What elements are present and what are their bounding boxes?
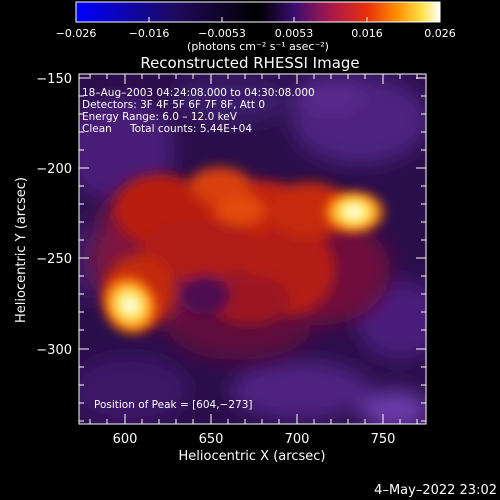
y-axis-label: Heliocentric Y (arcsec) xyxy=(14,177,29,323)
colorbar-gradient xyxy=(75,1,441,23)
timestamp: 4–May–2022 23:02 xyxy=(374,483,497,498)
plot-title: Reconstructed RHESSI Image xyxy=(140,54,359,72)
info-time-range: 18–Aug–2003 04:24:08.000 to 04:30:08.000 xyxy=(82,87,315,99)
x-tick-label: 600 xyxy=(113,432,138,447)
peak-position: Position of Peak = [604,−273] xyxy=(94,399,253,411)
y-tick-label: −200 xyxy=(36,162,72,177)
info-total-counts: Total counts: 5.44E+04 xyxy=(129,123,252,135)
info-energy-range: Energy Range: 6.0 – 12.0 keV xyxy=(82,111,238,123)
x-tick-label: 700 xyxy=(285,432,310,447)
info-method: Clean xyxy=(82,123,112,135)
colorbar-tick-label: −0.026 xyxy=(56,27,97,40)
plot-frame xyxy=(78,73,427,425)
observation-info: 18–Aug–2003 04:24:08.000 to 04:30:08.000… xyxy=(82,87,315,135)
colorbar-unit-label: (photons cm⁻² s⁻¹ asec⁻²) xyxy=(187,40,329,53)
solar-image xyxy=(79,74,426,424)
y-tick-label: −300 xyxy=(36,343,72,358)
colorbar-tick-label: −0.0053 xyxy=(198,27,246,40)
colorbar-ticks xyxy=(75,17,441,22)
y-tick-label: −250 xyxy=(36,252,72,267)
colorbar-tick-label: 0.026 xyxy=(424,27,456,40)
y-axis-ticks xyxy=(79,77,426,422)
colorbar-tick-label: 0.016 xyxy=(351,27,383,40)
colorbar: −0.026 −0.016 −0.0053 0.0053 0.016 0.026… xyxy=(56,1,456,53)
colorbar-tick-label: 0.0053 xyxy=(275,27,314,40)
colorbar-tick-label: −0.016 xyxy=(129,27,170,40)
y-tick-label: −150 xyxy=(36,72,72,87)
x-tick-label: 650 xyxy=(199,432,224,447)
info-detectors: Detectors: 3F 4F 5F 6F 7F 8F, Att 0 xyxy=(82,99,265,111)
x-tick-label: 750 xyxy=(371,432,396,447)
x-axis-label: Heliocentric X (arcsec) xyxy=(179,449,326,464)
